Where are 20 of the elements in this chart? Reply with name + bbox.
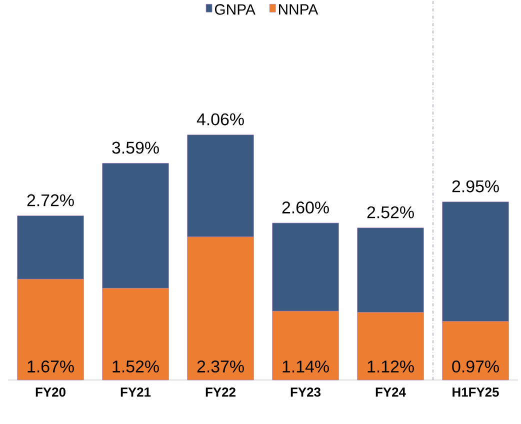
total-label: 2.72% bbox=[27, 194, 74, 206]
total-label: 2.95% bbox=[452, 180, 499, 192]
data-label: 1.67% bbox=[28, 360, 74, 372]
x-tick-label: FY23 bbox=[290, 388, 321, 397]
data-label: 1.14% bbox=[282, 360, 329, 372]
x-tick-label: FY21 bbox=[120, 388, 151, 397]
legend-label: GNPA bbox=[214, 4, 256, 15]
x-tick-label: FY20 bbox=[36, 388, 66, 397]
data-label: 1.12% bbox=[368, 360, 414, 372]
data-label: 0.97% bbox=[452, 360, 499, 372]
total-label: 4.06% bbox=[196, 113, 244, 126]
total-label: 3.59% bbox=[112, 142, 159, 154]
total-label: 2.52% bbox=[367, 206, 414, 218]
total-label: 2.60% bbox=[282, 201, 329, 214]
x-tick-label: H1FY25 bbox=[452, 388, 499, 397]
data-label: 1.52% bbox=[112, 360, 159, 372]
legend-label: NNPA bbox=[278, 4, 318, 15]
x-tick-label: FY24 bbox=[376, 388, 406, 397]
data-label: 2.37% bbox=[197, 360, 244, 372]
x-tick-label: FY22 bbox=[206, 388, 236, 397]
